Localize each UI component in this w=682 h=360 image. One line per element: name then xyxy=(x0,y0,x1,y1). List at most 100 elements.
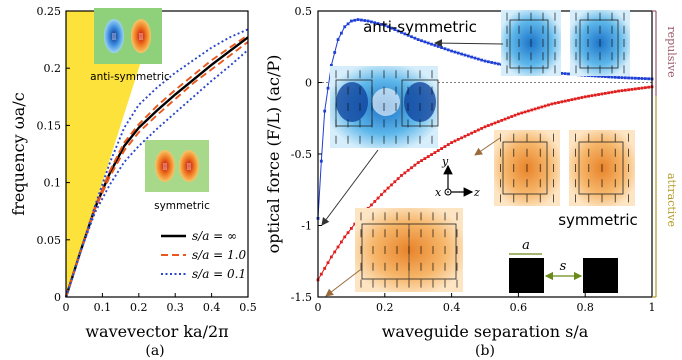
data-point xyxy=(480,127,484,130)
data-point xyxy=(640,77,644,80)
data-point xyxy=(380,193,383,197)
data-point xyxy=(376,196,380,200)
data-point xyxy=(633,76,637,80)
data-point xyxy=(443,145,447,148)
data-point xyxy=(527,109,530,113)
data-point xyxy=(393,180,397,184)
series-line xyxy=(65,28,249,298)
data-point xyxy=(473,130,477,133)
x-tick-label: 0.2 xyxy=(130,301,148,314)
data-point xyxy=(383,23,387,27)
x-tick-label: 0.2 xyxy=(376,301,394,314)
data-point xyxy=(323,267,327,270)
data-point xyxy=(433,43,437,47)
data-point xyxy=(416,161,420,164)
data-point xyxy=(453,139,457,143)
y-tick-label: 0.25 xyxy=(37,5,62,18)
data-point xyxy=(640,86,644,90)
data-point xyxy=(560,100,564,104)
data-point xyxy=(486,60,490,64)
anti-symmetric-field-inset-small xyxy=(501,10,630,76)
data-point xyxy=(537,106,540,110)
data-point xyxy=(406,33,410,37)
data-point xyxy=(396,29,400,33)
force-regime-bracket xyxy=(652,10,657,298)
data-point xyxy=(343,25,347,29)
data-point xyxy=(430,153,433,156)
data-point xyxy=(326,261,330,265)
data-point xyxy=(607,75,610,79)
data-point xyxy=(547,103,550,107)
data-point xyxy=(610,90,614,94)
data-point xyxy=(483,125,487,129)
data-point xyxy=(413,36,417,40)
data-point xyxy=(523,110,527,114)
panel-b-label: (b) xyxy=(475,343,495,359)
data-point xyxy=(577,96,580,100)
data-point xyxy=(433,151,437,154)
data-point xyxy=(557,101,560,104)
data-point xyxy=(643,86,647,90)
data-point xyxy=(630,87,634,91)
data-point xyxy=(617,76,620,79)
data-point xyxy=(329,255,333,259)
data-point xyxy=(513,113,517,117)
data-point xyxy=(637,76,641,80)
data-point xyxy=(647,85,651,89)
symmetric-label-a: symmetric xyxy=(154,200,210,212)
data-point xyxy=(590,94,594,98)
legend-entry: s/a = 0.1 xyxy=(192,267,246,281)
data-point xyxy=(333,250,337,254)
data-point xyxy=(567,98,570,102)
series-line xyxy=(65,34,249,298)
leader-arrow-anti-small xyxy=(434,39,504,48)
data-point xyxy=(510,115,514,118)
data-point xyxy=(333,51,337,54)
legend-entry: s/a = ∞ xyxy=(192,229,237,243)
data-point xyxy=(563,72,567,76)
y-tick-label: 0 xyxy=(305,77,312,90)
data-point xyxy=(503,117,507,121)
data-point xyxy=(440,147,443,150)
data-point xyxy=(593,93,597,97)
y-tick-label: 0.15 xyxy=(37,119,62,132)
data-point xyxy=(390,183,393,187)
data-point xyxy=(393,28,397,31)
data-point xyxy=(580,96,584,99)
leader-arrow-anti-large xyxy=(321,149,379,226)
field-vector-arrows xyxy=(335,12,629,288)
data-point xyxy=(530,108,534,112)
data-point xyxy=(360,18,363,22)
data-point xyxy=(416,38,420,41)
data-point xyxy=(420,159,423,162)
data-point xyxy=(483,59,487,63)
data-point xyxy=(400,31,403,34)
data-point xyxy=(446,48,450,52)
data-point xyxy=(597,74,600,78)
data-point xyxy=(353,222,357,226)
panel-b: 0 0.2 0.4 0.6 0.8 1 -1.5 -1 -0.5 0 0.5 optical for… xyxy=(264,5,678,359)
data-point xyxy=(463,134,467,138)
anti-symmetric-mode-inset xyxy=(94,8,162,64)
data-point xyxy=(436,149,440,152)
data-point xyxy=(403,171,407,175)
data-point xyxy=(350,19,353,23)
data-point xyxy=(410,166,413,170)
data-point xyxy=(620,76,624,80)
data-point xyxy=(390,26,393,30)
data-point xyxy=(329,63,333,67)
data-point xyxy=(386,25,390,29)
waveguide-geometry-diagram xyxy=(509,253,618,293)
x-tick-label: 0.6 xyxy=(510,301,528,314)
data-point xyxy=(583,95,587,99)
data-point xyxy=(353,18,357,22)
symmetric-field-inset-small xyxy=(494,130,635,206)
data-point xyxy=(339,240,343,244)
axis-y-letter: y xyxy=(441,155,449,168)
x-tick-label: 0.1 xyxy=(94,301,112,314)
data-point xyxy=(319,272,323,276)
data-point xyxy=(550,102,554,106)
data-point xyxy=(319,159,323,163)
data-point xyxy=(426,41,430,45)
symmetric-label-b: symmetric xyxy=(558,211,638,229)
